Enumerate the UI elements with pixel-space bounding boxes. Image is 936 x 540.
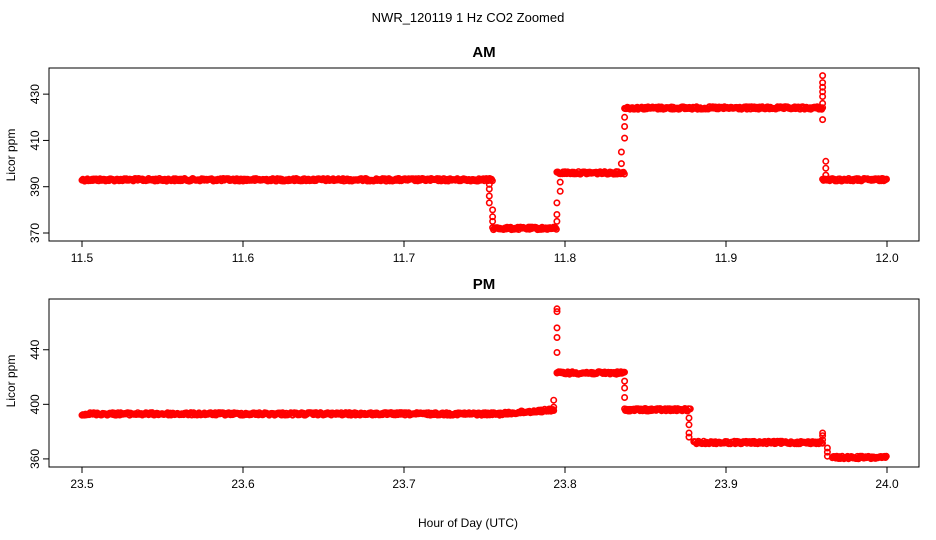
am-y-ticks: 370 390 410 430 <box>28 84 49 243</box>
y-tick-label: 360 <box>28 449 42 469</box>
x-tick-label: 24.0 <box>875 477 899 491</box>
pm-y-ticks: 360 400 440 <box>28 339 49 469</box>
am-data-points <box>78 72 890 234</box>
data-point <box>620 170 628 178</box>
data-point <box>621 393 629 401</box>
data-point <box>553 324 561 332</box>
y-tick-label: 370 <box>28 223 42 243</box>
pm-panel-title: PM <box>473 276 496 293</box>
x-tick-label: 11.8 <box>554 251 577 265</box>
x-tick-label: 11.7 <box>393 251 416 265</box>
x-tick-label: 11.6 <box>232 251 255 265</box>
am-x-ticks: 11.5 11.6 11.7 11.8 11.9 12.0 <box>71 241 899 265</box>
y-tick-label: 430 <box>28 84 42 104</box>
data-point <box>621 123 629 131</box>
data-point <box>553 217 561 225</box>
data-point <box>823 444 831 452</box>
data-point <box>819 116 827 124</box>
data-point <box>819 429 827 437</box>
pm-y-axis-label: Licor ppm <box>4 355 18 408</box>
am-y-axis-label: Licor ppm <box>4 129 18 182</box>
data-point <box>621 384 629 392</box>
data-point <box>685 421 693 429</box>
data-point <box>819 104 827 112</box>
x-tick-label: 12.0 <box>875 251 899 265</box>
am-plot-frame <box>48 67 920 242</box>
x-tick-label: 23.7 <box>392 477 416 491</box>
data-point <box>550 396 558 404</box>
data-point <box>620 368 628 376</box>
data-point <box>556 178 564 186</box>
y-tick-label: 440 <box>28 339 42 359</box>
data-point <box>823 448 831 456</box>
x-tick-label: 11.9 <box>715 251 738 265</box>
data-point <box>819 79 827 87</box>
data-point <box>550 406 558 414</box>
data-point <box>823 452 831 460</box>
data-point <box>822 164 830 172</box>
data-point <box>553 348 561 356</box>
x-tick-label: 11.5 <box>71 251 94 265</box>
figure-title: NWR_120119 1 Hz CO2 Zoomed <box>372 10 565 25</box>
data-point <box>617 160 625 168</box>
data-point <box>553 369 561 377</box>
data-point <box>882 452 890 460</box>
data-point <box>553 333 561 341</box>
data-point <box>621 134 629 142</box>
x-tick-label: 23.8 <box>553 477 577 491</box>
data-point <box>553 211 561 219</box>
data-point <box>485 199 493 207</box>
data-point <box>553 199 561 207</box>
x-tick-label: 23.6 <box>231 477 255 491</box>
data-point <box>819 99 827 107</box>
data-point <box>485 192 493 200</box>
data-point <box>819 432 827 440</box>
data-point <box>489 217 497 225</box>
data-point <box>552 225 560 233</box>
data-point <box>489 213 497 221</box>
data-point <box>489 206 497 214</box>
data-point <box>621 113 629 121</box>
am-panel: AM Licor ppm 11.5 11.6 11.7 11.8 11.9 12.0 37… <box>4 44 920 265</box>
data-point <box>556 187 564 195</box>
x-tick-label: 23.5 <box>70 477 94 491</box>
y-tick-label: 400 <box>28 394 42 414</box>
x-axis-label: Hour of Day (UTC) <box>418 516 518 530</box>
data-point <box>685 429 693 437</box>
data-point <box>819 436 827 444</box>
am-panel-title: AM <box>472 44 495 61</box>
data-point <box>822 157 830 165</box>
y-tick-label: 410 <box>28 130 42 150</box>
pm-x-ticks: 23.5 23.6 23.7 23.8 23.9 24.0 <box>70 467 899 491</box>
data-point <box>819 72 827 80</box>
data-point <box>553 305 561 313</box>
data-point <box>822 176 830 184</box>
data-point <box>485 185 493 193</box>
data-point <box>818 439 826 447</box>
data-point <box>617 148 625 156</box>
data-point <box>550 403 558 411</box>
data-point <box>685 414 693 422</box>
pm-panel: PM Licor ppm 23.5 23.6 23.7 23.8 23.9 24.0 36… <box>4 276 920 491</box>
data-point <box>686 405 694 413</box>
pm-plot-frame <box>48 298 920 468</box>
data-point <box>621 377 629 385</box>
pm-data-points <box>78 305 890 463</box>
x-tick-label: 23.9 <box>714 477 738 491</box>
y-tick-label: 390 <box>28 176 42 196</box>
data-point <box>685 433 693 441</box>
data-point <box>882 175 890 183</box>
data-point <box>553 308 561 316</box>
